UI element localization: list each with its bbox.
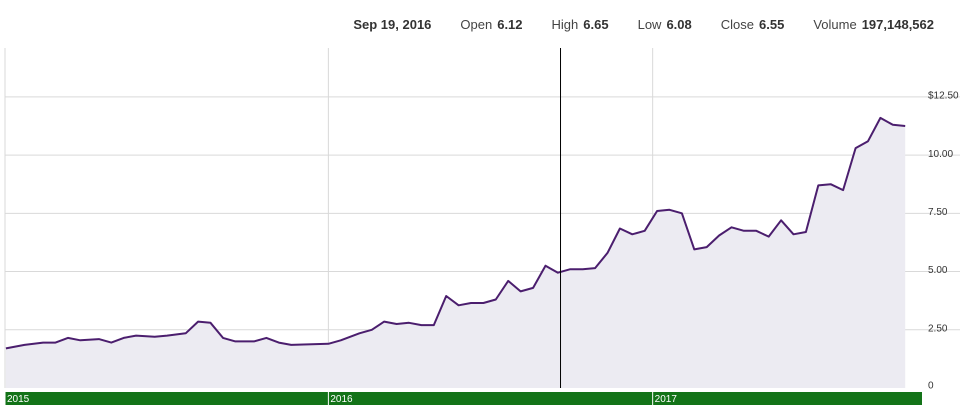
high-value: 6.65: [583, 16, 609, 32]
close-label: Close: [720, 16, 755, 32]
quote-low: Low 6.08: [638, 17, 692, 32]
low-label: Low: [637, 16, 662, 32]
time-axis-label: 2016: [330, 394, 353, 405]
open-value: 6.12: [497, 16, 523, 32]
price-area: [5, 117, 906, 389]
y-tick-label: 7.50: [928, 207, 948, 218]
low-value: 6.08: [666, 16, 692, 32]
volume-value: 197,148,562: [861, 16, 934, 32]
price-line: [5, 116, 906, 350]
y-tick-label: 2.50: [928, 323, 948, 334]
close-value: 6.55: [759, 16, 785, 32]
time-axis-bar: [5, 392, 922, 405]
y-tick-label: $12.50: [928, 91, 959, 102]
time-axis-label: 2017: [655, 394, 678, 405]
quote-open: Open 6.12: [460, 17, 522, 32]
high-label: High: [551, 16, 579, 32]
y-tick-label: 5.00: [928, 265, 948, 276]
y-tick-label: 0: [928, 381, 934, 392]
volume-label: Volume: [813, 16, 857, 32]
quote-high: High 6.65: [552, 17, 609, 32]
quote-volume: Volume 197,148,562: [813, 17, 934, 32]
quote-summary: Sep 19, 2016 Open 6.12 High 6.65 Low 6.08 C…: [353, 14, 934, 34]
time-axis-label: 2015: [7, 394, 30, 405]
quote-close: Close 6.55: [721, 17, 785, 32]
quote-date: Sep 19, 2016: [353, 16, 432, 32]
y-tick-label: 10.00: [928, 149, 953, 160]
open-label: Open: [460, 16, 493, 32]
